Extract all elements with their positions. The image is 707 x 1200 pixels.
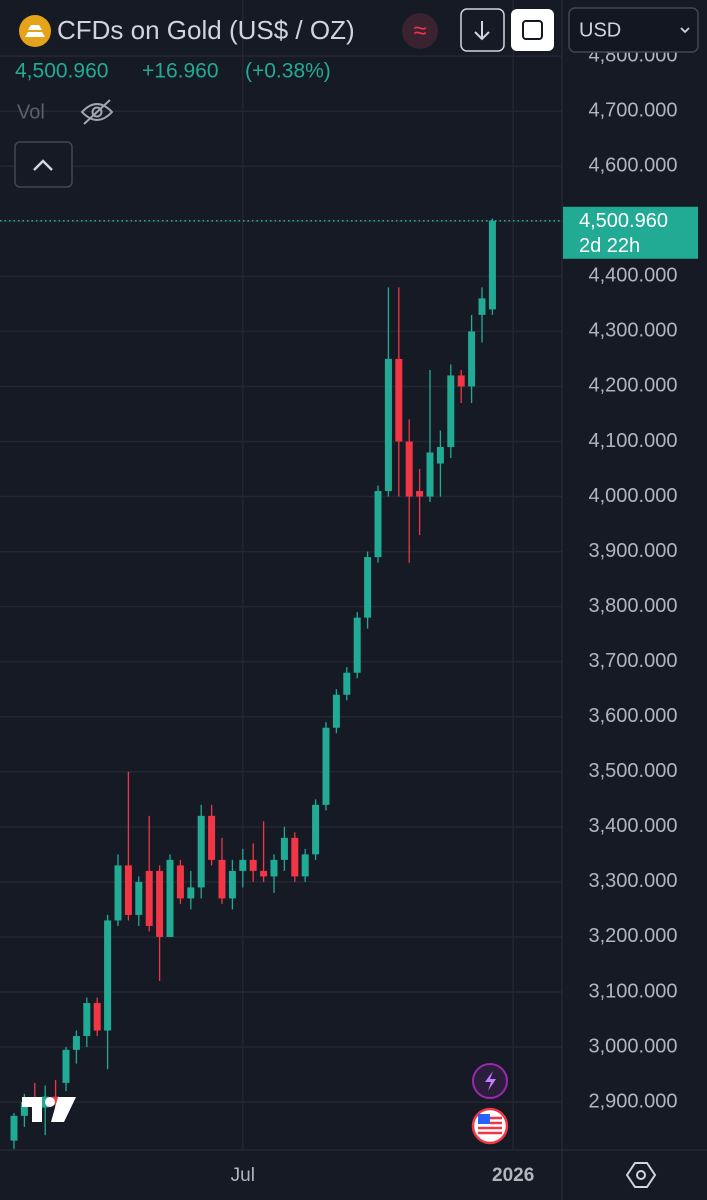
- candle-body: [145, 870, 153, 926]
- candle-body: [384, 358, 392, 492]
- y-tick-label: 3,500.000: [589, 760, 678, 782]
- y-tick-label: 3,200.000: [589, 925, 678, 947]
- download-icon: [474, 21, 490, 41]
- y-tick-label: 3,100.000: [589, 980, 678, 1002]
- lightning: [485, 1071, 496, 1091]
- header-price: 4,500.960: [15, 60, 108, 83]
- candle-body: [156, 870, 164, 937]
- candle-body: [124, 865, 132, 915]
- candle-body: [405, 441, 413, 497]
- y-tick-label: 3,800.000: [589, 595, 678, 617]
- candle-body: [416, 491, 424, 497]
- y-tick-label: 4,600.000: [589, 155, 678, 177]
- candle-body: [239, 859, 247, 871]
- candle-body: [114, 865, 122, 921]
- y-tick-label: 3,000.000: [589, 1035, 678, 1057]
- candle-body: [291, 837, 299, 877]
- collapse-button[interactable]: [14, 141, 73, 188]
- overlay: 4,500.960 2d 22h: [0, 206, 698, 259]
- x-tick-label: Jul: [231, 1165, 255, 1186]
- candle-body: [72, 1036, 80, 1050]
- candle-body: [176, 865, 184, 899]
- candle-body: [208, 815, 216, 860]
- candle-body: [364, 557, 372, 618]
- flag: [478, 1114, 490, 1124]
- change-percent: (+0.38%): [245, 60, 331, 83]
- fullscreen-icon: [522, 20, 543, 40]
- candle-body: [395, 358, 403, 442]
- candle-body: [104, 920, 112, 1031]
- grid: [0, 0, 562, 1150]
- candle-body: [93, 1003, 101, 1031]
- candle-body: [447, 375, 455, 448]
- candle-body: [280, 837, 288, 860]
- currency-select[interactable]: [568, 7, 699, 53]
- y-tick-label: 4,100.000: [589, 430, 678, 452]
- candle-body: [83, 1003, 91, 1037]
- gold-logo: [19, 15, 51, 47]
- y-tick-label: 3,900.000: [589, 540, 678, 562]
- candle-body: [374, 491, 382, 558]
- candle-body: [187, 887, 195, 899]
- y-tick-label: 4,400.000: [589, 265, 678, 287]
- candle-body: [166, 859, 174, 937]
- candle-body: [312, 804, 320, 855]
- source-icon[interactable]: [402, 13, 438, 49]
- y-tick-label: 4,700.000: [589, 99, 678, 121]
- y-tick-label: 2,900.000: [589, 1090, 678, 1112]
- candle-body: [468, 331, 476, 387]
- candle-body: [436, 447, 444, 464]
- candle-body: [249, 859, 257, 871]
- hide-volume-icon[interactable]: [80, 99, 114, 125]
- candle-body: [488, 220, 496, 310]
- y-tick-label: 4,200.000: [589, 375, 678, 397]
- collapse-icon: [33, 159, 53, 171]
- price-axis: 2,900.000 3,000.000 3,100.000 3,200.000 3,30…: [231, 44, 678, 1186]
- candle-body: [322, 727, 330, 805]
- y-tick-label: 3,700.000: [589, 650, 678, 672]
- candle-body: [197, 815, 205, 888]
- candle-body: [457, 375, 465, 387]
- y-tick-label: 4,300.000: [589, 320, 678, 342]
- candle-body: [343, 672, 351, 695]
- candle-body: [10, 1115, 18, 1141]
- settings-icon: [636, 1170, 646, 1180]
- last-price-box: [563, 206, 698, 259]
- gold-logo-bars: [25, 25, 45, 37]
- candle-body: [270, 859, 278, 877]
- candle-body: [353, 617, 361, 673]
- y-tick-label: 4,000.000: [589, 485, 678, 507]
- candle-body: [20, 1102, 28, 1116]
- y-tick-label: 3,400.000: [589, 815, 678, 837]
- x-tick-label: 2026: [492, 1165, 534, 1186]
- candle-body: [228, 870, 236, 899]
- flag-stripes: [478, 1116, 502, 1135]
- tradingview-logo: [22, 1097, 76, 1122]
- candle-body: [218, 859, 226, 899]
- source-icon-glyph: ≈: [413, 17, 426, 44]
- volume-label: Vol: [17, 101, 45, 123]
- candles: [10, 218, 496, 1149]
- candle-body: [301, 854, 309, 877]
- fullscreen-button[interactable]: [511, 9, 554, 51]
- y-tick-label: 3,600.000: [589, 705, 678, 727]
- last-price-label: 4,500.960: [579, 210, 668, 232]
- select-chevron: [680, 27, 690, 34]
- change: +16.960: [142, 60, 219, 83]
- candle-body: [260, 870, 268, 877]
- candle-body: [135, 881, 143, 915]
- candle-body: [332, 694, 340, 728]
- currency: USD: [579, 19, 621, 41]
- y-tick-label: 3,300.000: [589, 870, 678, 892]
- countdown: 2d 22h: [579, 235, 640, 257]
- candle-body: [62, 1049, 70, 1083]
- candle-body: [52, 1096, 60, 1105]
- symbol-title: CFDs on Gold (US$ / OZ): [57, 15, 355, 45]
- candle-body: [478, 298, 486, 315]
- candle-body: [426, 452, 434, 497]
- settings-button[interactable]: [625, 1162, 657, 1188]
